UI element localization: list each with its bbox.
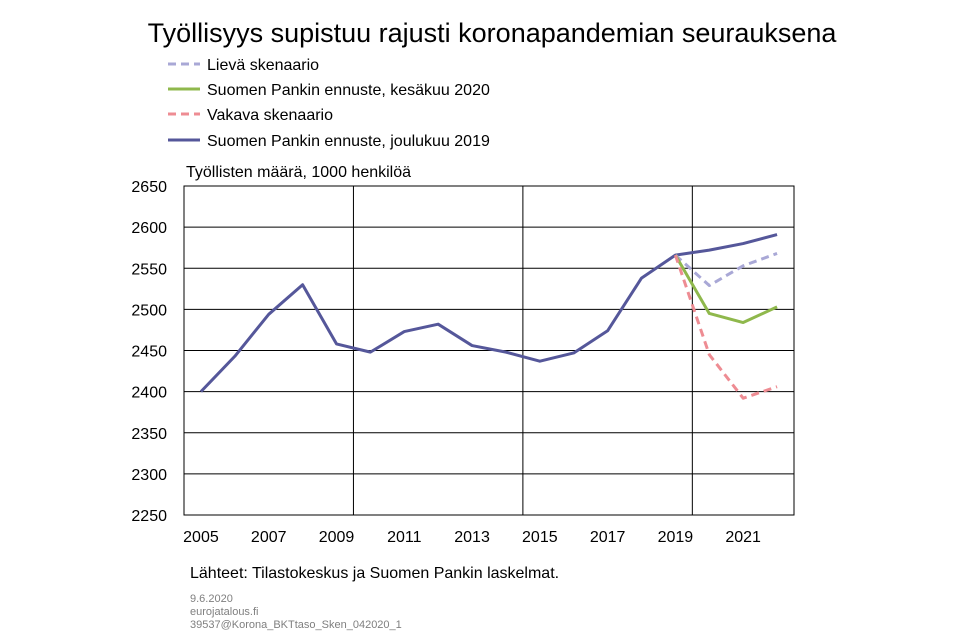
- legend: Lievä skenaario Suomen Pankin ennuste, ke…: [168, 57, 490, 150]
- source-note: Lähteet: Tilastokeskus ja Suomen Pankin …: [190, 565, 559, 582]
- footer-site: eurojatalous.fi: [190, 606, 259, 618]
- y-tick-label: 2250: [131, 508, 167, 525]
- legend-label: Suomen Pankin ennuste, joulukuu 2019: [207, 133, 490, 150]
- x-tick-label: 2009: [319, 529, 355, 546]
- x-tick-label: 2015: [522, 529, 558, 546]
- y-tick-label: 2450: [131, 344, 167, 361]
- series-line: [674, 252, 778, 288]
- series-lines: [199, 233, 778, 400]
- legend-label: Vakava skenaario: [207, 107, 333, 124]
- y-tick-label: 2300: [131, 467, 167, 484]
- x-tick-label: 2013: [454, 529, 490, 546]
- y-axis-label: Työllisten määrä, 1000 henkilöä: [186, 164, 411, 181]
- footer-date: 9.6.2020: [190, 593, 233, 605]
- legend-label: Lievä skenaario: [207, 57, 319, 74]
- x-tick-labels: 2005 2007 2009 2011 2013 2015 2017 2019 2021: [183, 529, 761, 546]
- series-line: [199, 233, 778, 393]
- series-line: [673, 254, 778, 400]
- x-tick-label: 2017: [590, 529, 626, 546]
- legend-label: Suomen Pankin ennuste, kesäkuu 2020: [207, 82, 490, 99]
- x-tick-label: 2011: [387, 529, 422, 546]
- y-tick-label: 2400: [131, 385, 167, 402]
- x-tick-label: 2007: [251, 529, 287, 546]
- x-tick-label: 2005: [183, 529, 219, 546]
- x-tick-label: 2021: [725, 529, 761, 546]
- y-tick-label: 2500: [131, 302, 167, 319]
- series-line: [674, 254, 778, 325]
- y-tick-label: 2650: [131, 179, 167, 196]
- y-tick-label: 2550: [131, 261, 167, 278]
- gridlines: [184, 185, 794, 516]
- chart-title: Työllisyys supistuu rajusti koronapandem…: [148, 18, 838, 48]
- y-tick-label: 2600: [131, 220, 167, 237]
- plot-area: [183, 185, 795, 516]
- footer: 9.6.2020 eurojatalous.fi 39537@Korona_BK…: [190, 593, 402, 631]
- x-tick-label: 2019: [658, 529, 694, 546]
- footer-code: 39537@Korona_BKTtaso_Sken_042020_1: [190, 619, 402, 631]
- y-tick-label: 2350: [131, 426, 167, 443]
- y-tick-labels: 2250 2300 2350 2400 2450 2500 2550 2600 2650: [131, 179, 167, 525]
